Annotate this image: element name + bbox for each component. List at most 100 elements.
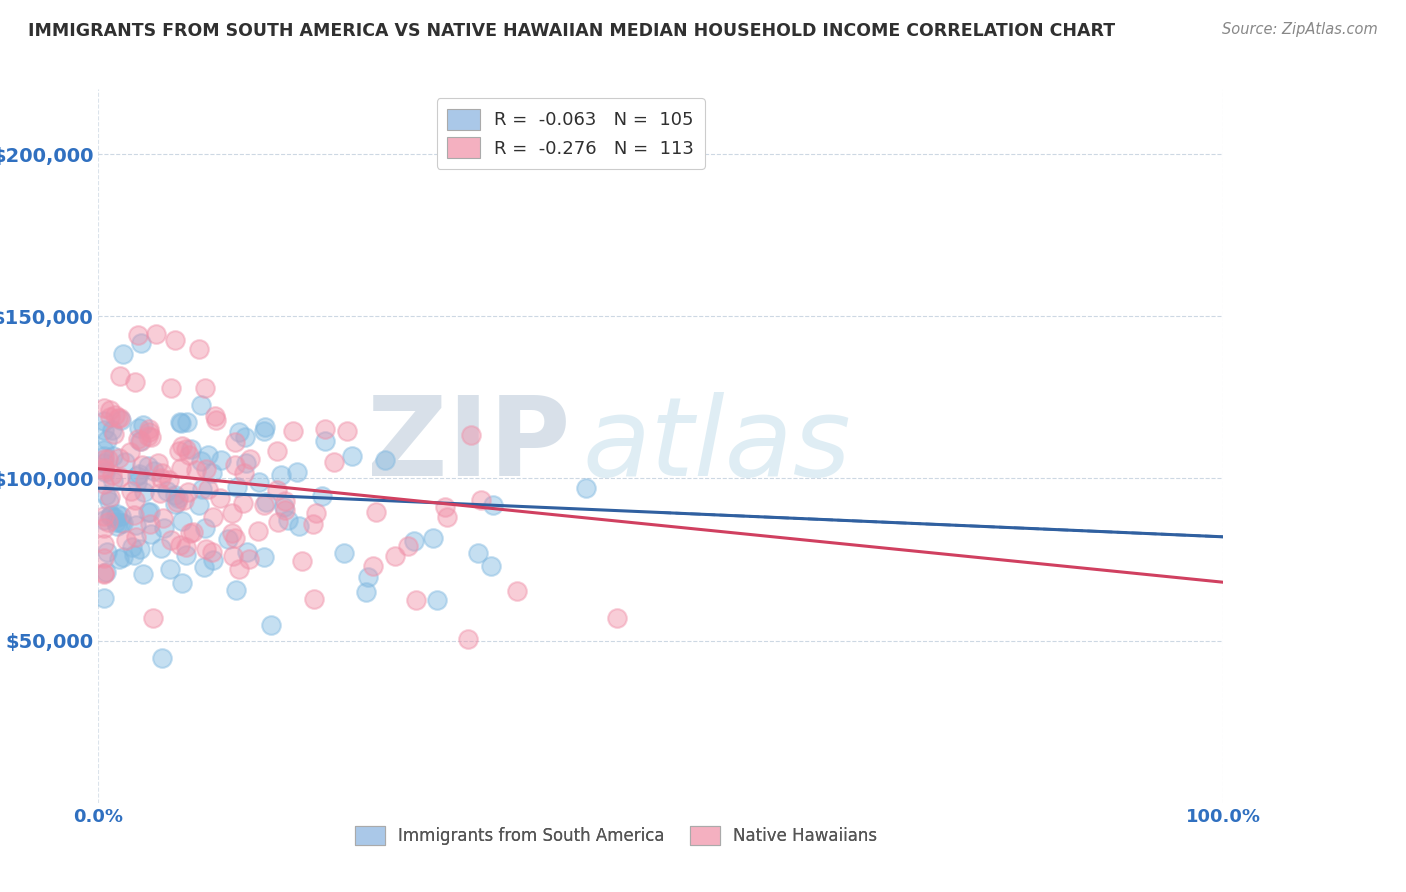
Point — [131, 458, 153, 472]
Point — [194, 381, 217, 395]
Point — [101, 450, 124, 464]
Point — [201, 467, 224, 481]
Point — [93, 452, 115, 467]
Point — [228, 562, 250, 576]
Point — [433, 500, 456, 514]
Text: IMMIGRANTS FROM SOUTH AMERICA VS NATIVE HAWAIIAN MEDIAN HOUSEHOLD INCOME CORRELA: IMMIGRANTS FROM SOUTH AMERICA VS NATIVE … — [28, 22, 1115, 40]
Point — [141, 526, 163, 541]
Point — [436, 509, 458, 524]
Point — [159, 381, 181, 395]
Point — [101, 468, 124, 483]
Point — [114, 455, 136, 469]
Point — [124, 493, 146, 508]
Point — [108, 552, 131, 566]
Point — [356, 585, 378, 599]
Point — [190, 398, 212, 412]
Point — [97, 515, 120, 529]
Point — [253, 550, 276, 565]
Point — [266, 444, 288, 458]
Point — [93, 513, 115, 527]
Point — [150, 541, 173, 555]
Point — [163, 488, 186, 502]
Point — [176, 442, 198, 457]
Point — [333, 546, 356, 560]
Point — [253, 420, 276, 434]
Point — [204, 409, 226, 423]
Point — [169, 538, 191, 552]
Point — [575, 481, 598, 495]
Point — [156, 483, 179, 498]
Point — [93, 456, 115, 470]
Point — [93, 414, 115, 428]
Point — [136, 428, 159, 442]
Point — [340, 449, 363, 463]
Point — [233, 466, 256, 480]
Point — [208, 491, 231, 505]
Point — [479, 559, 502, 574]
Point — [170, 439, 193, 453]
Point — [481, 498, 503, 512]
Point — [98, 410, 121, 425]
Point — [170, 416, 193, 430]
Point — [314, 434, 336, 449]
Point — [226, 480, 249, 494]
Point — [152, 520, 174, 534]
Point — [194, 520, 217, 534]
Point — [179, 526, 201, 541]
Point — [134, 474, 156, 488]
Point — [93, 442, 115, 457]
Point — [174, 540, 197, 554]
Point — [402, 533, 425, 548]
Point — [114, 533, 136, 548]
Point — [108, 369, 131, 384]
Point — [159, 533, 181, 547]
Point — [176, 549, 198, 563]
Point — [470, 492, 492, 507]
Point — [266, 483, 288, 498]
Point — [97, 493, 120, 508]
Point — [209, 453, 232, 467]
Point — [96, 433, 118, 447]
Point — [111, 516, 134, 530]
Point — [93, 476, 115, 491]
Point — [221, 525, 243, 540]
Point — [267, 516, 290, 530]
Point — [224, 435, 246, 450]
Point — [201, 510, 224, 524]
Point — [302, 591, 325, 606]
Point — [120, 445, 142, 459]
Point — [205, 413, 228, 427]
Point — [129, 541, 152, 556]
Point — [110, 509, 132, 524]
Point — [131, 566, 153, 581]
Point — [157, 473, 180, 487]
Point — [191, 483, 214, 497]
Point — [374, 453, 396, 467]
Point — [281, 424, 304, 438]
Point — [277, 512, 299, 526]
Point — [384, 549, 406, 563]
Point — [323, 455, 346, 469]
Point — [138, 422, 160, 436]
Point — [101, 423, 124, 437]
Point — [274, 503, 297, 517]
Point — [110, 516, 132, 530]
Point — [94, 565, 117, 579]
Point — [167, 491, 190, 505]
Point — [152, 466, 174, 480]
Point — [254, 495, 277, 509]
Point — [336, 424, 359, 438]
Point — [93, 463, 115, 477]
Point — [224, 531, 246, 545]
Point — [260, 617, 283, 632]
Point — [108, 410, 131, 425]
Point — [107, 519, 129, 533]
Point — [98, 509, 121, 524]
Point — [97, 452, 120, 467]
Point — [125, 530, 148, 544]
Point — [233, 429, 256, 443]
Point — [108, 451, 131, 466]
Text: ZIP: ZIP — [367, 392, 571, 500]
Point — [173, 492, 195, 507]
Legend: Immigrants from South America, Native Hawaiians: Immigrants from South America, Native Ha… — [349, 819, 883, 852]
